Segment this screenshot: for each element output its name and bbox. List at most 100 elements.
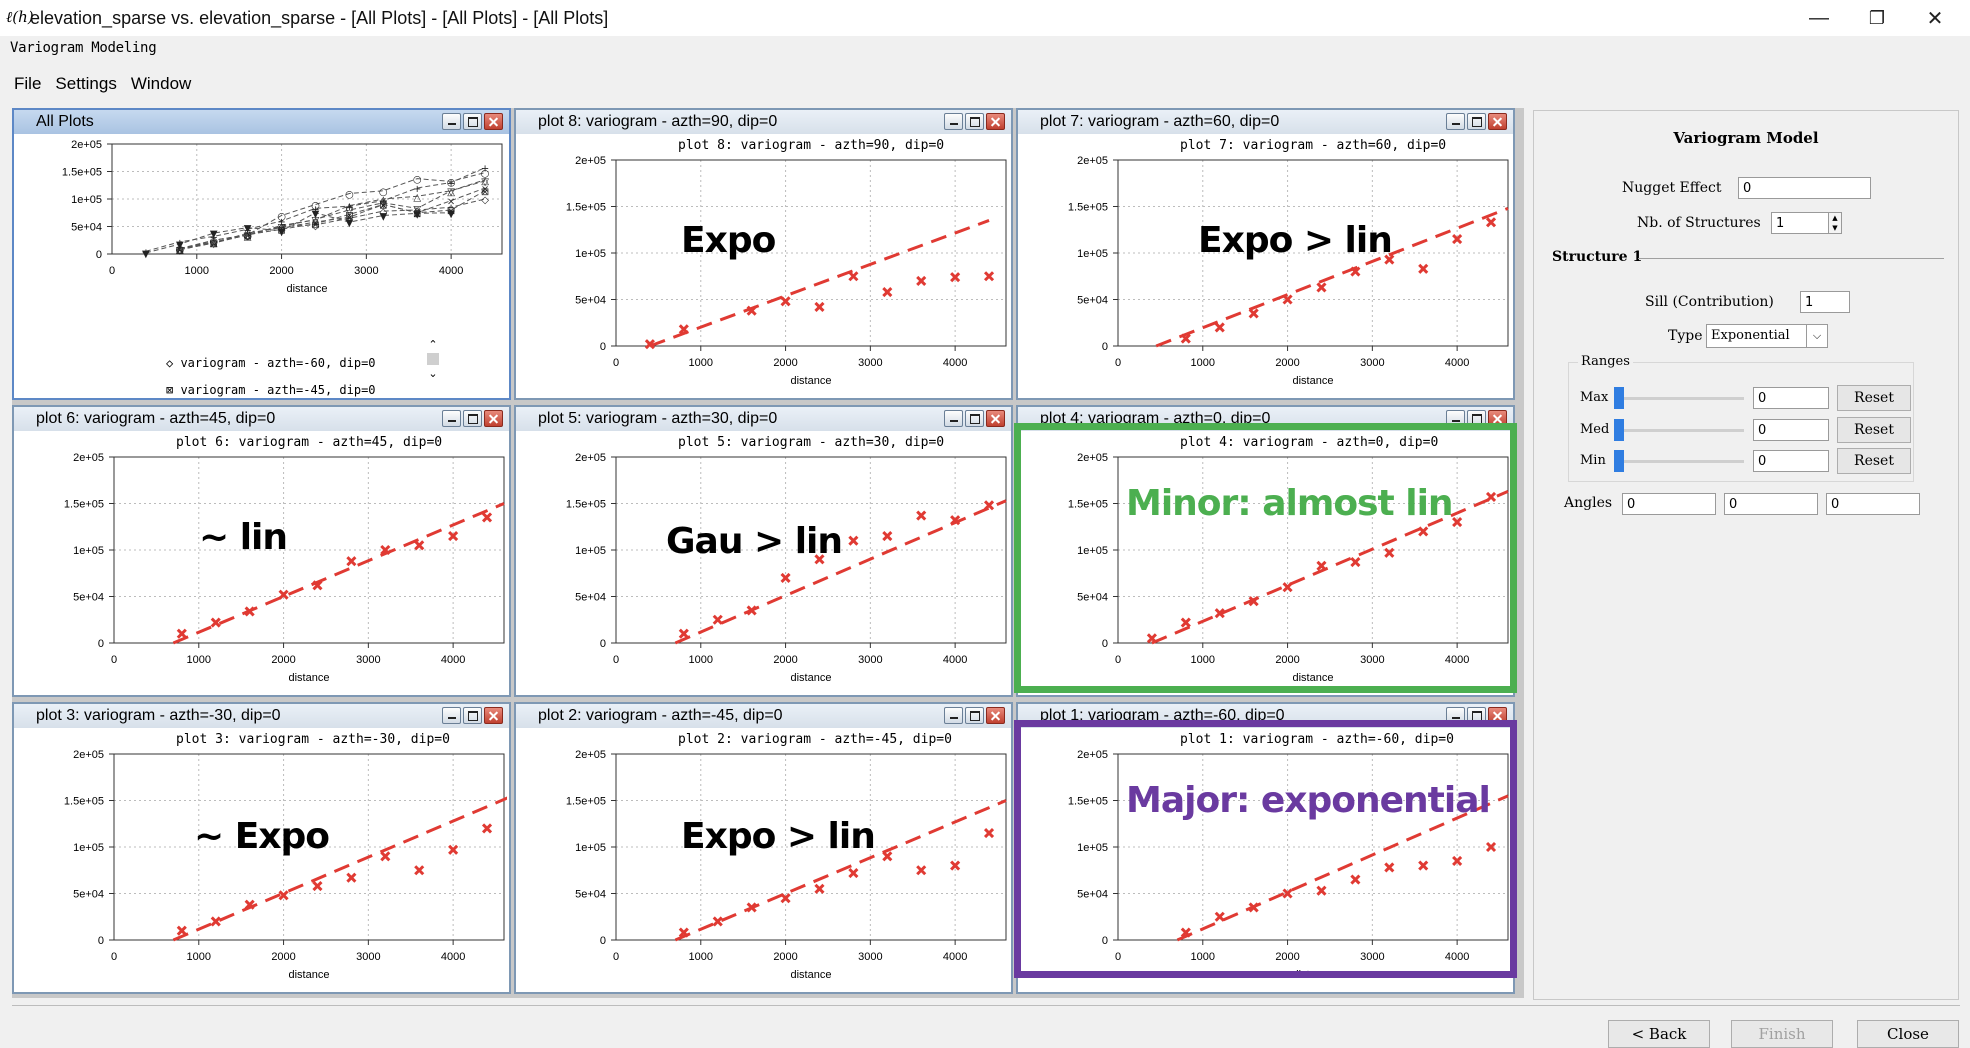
overview-marker: × [243,229,251,240]
slider-track[interactable] [1614,429,1744,432]
plot-8-window[interactable]: plot 8: variogram - azth=90, dip=0 plot 8… [514,108,1013,400]
range-max-slider[interactable] [1614,387,1744,409]
slider-track[interactable] [1614,397,1744,400]
plot-2-window[interactable]: plot 2: variogram - azth=-45, dip=0 plot … [514,702,1013,994]
range-med-slider[interactable] [1614,419,1744,441]
legend-scrollbar[interactable]: ⌃ ⌄ [425,338,441,390]
plot-window-titlebar[interactable]: plot 3: variogram - azth=-30, dip=0 [14,704,509,728]
slider-handle[interactable] [1614,387,1624,409]
plot-box [1117,753,1509,941]
x-tick-label: 2000 [773,357,797,369]
plot-close-icon[interactable] [484,707,503,724]
angle-2-input[interactable] [1724,493,1818,515]
overview-marker: × [481,184,489,195]
plot-close-icon[interactable] [986,707,1005,724]
plot-maximize-icon[interactable] [965,410,984,427]
plot-4-window[interactable]: plot 4: variogram - azth=0, dip=0 plot 4:… [1014,405,1517,697]
close-window-button[interactable]: ✕ [1926,7,1944,30]
range-max-input[interactable] [1753,387,1829,409]
slider-track[interactable] [1614,460,1744,463]
y-tick-label: 1e+05 [1077,842,1108,854]
range-min-reset-button[interactable]: Reset [1837,448,1911,474]
range-max-reset-button[interactable]: Reset [1837,385,1911,411]
minimize-button[interactable]: — [1809,6,1829,29]
slider-handle[interactable] [1614,450,1624,472]
plot-minimize-icon[interactable] [442,410,461,427]
plot-window-titlebar[interactable]: plot 7: variogram - azth=60, dip=0 [1018,110,1513,134]
plot-minimize-icon[interactable] [944,410,963,427]
close-button[interactable]: Close [1857,1020,1959,1048]
type-select[interactable]: Exponential ⌵ [1706,324,1828,348]
plot-7-window[interactable]: plot 7: variogram - azth=60, dip=0 plot 7… [1016,108,1515,400]
chart-inner-title: plot 7: variogram - azth=60, dip=0 [1180,138,1446,153]
plot-close-icon[interactable] [986,410,1005,427]
variogram-point [1316,885,1327,896]
nugget-effect-input[interactable] [1738,177,1871,199]
y-tick-label: 1e+05 [1077,545,1108,557]
range-min-slider[interactable] [1614,450,1744,472]
variogram-point [780,893,791,904]
scroll-thumb[interactable] [427,353,439,365]
plot-maximize-icon[interactable] [1467,113,1486,130]
restore-button[interactable]: ❐ [1868,7,1886,28]
chevron-down-icon[interactable]: ⌄ [428,367,438,380]
variogram-point [848,867,859,879]
plot-window-titlebar[interactable]: plot 8: variogram - azth=90, dip=0 [516,110,1011,134]
plot-box [111,143,503,255]
plot-window-titlebar[interactable]: plot 2: variogram - azth=-45, dip=0 [516,704,1011,728]
menu-settings[interactable]: Settings [55,74,117,93]
x-tick-label: 3000 [858,951,882,963]
annotation-label: Expo > lin [681,816,876,857]
plot-minimize-icon[interactable] [1446,113,1465,130]
plot-minimize-icon[interactable] [944,113,963,130]
x-tick-label: 3000 [1360,357,1384,369]
overview-marker: + [379,197,387,208]
plot-window-titlebar[interactable]: plot 6: variogram - azth=45, dip=0 [14,407,509,431]
variogram-point [678,927,689,938]
plot-minimize-icon[interactable] [442,113,461,130]
menu-window[interactable]: Window [130,74,192,93]
plot-window-titlebar[interactable]: plot 5: variogram - azth=30, dip=0 [516,407,1011,431]
plot-close-icon[interactable] [986,113,1005,130]
variogram-point [814,554,825,565]
plot-close-icon[interactable] [484,410,503,427]
chevron-up-icon[interactable]: ⌃ [428,338,438,351]
nb-structures-spin-icon[interactable]: ▲ ▼ [1829,212,1842,234]
plot-minimize-icon[interactable] [442,707,461,724]
plot-close-icon[interactable] [1488,113,1507,130]
plot-canvas: plot 6: variogram - azth=45, dip=0 0 5e+04… [16,431,507,693]
range-med-input[interactable] [1753,419,1829,441]
all-plots-window[interactable]: All Plots 0 5e+04 1e+05 1.5e+05 2e+05 1000 2000… [12,108,511,400]
model-fit-line [1155,206,1509,348]
plot-maximize-icon[interactable] [463,707,482,724]
overview-marker: ◇ [176,246,184,257]
plot-maximize-icon[interactable] [1467,707,1486,724]
plot-window-titlebar[interactable]: All Plots [14,110,509,134]
plot-maximize-icon[interactable] [965,113,984,130]
menu-file[interactable]: File [14,74,42,93]
back-button[interactable]: < Back [1608,1020,1710,1048]
plot-close-icon[interactable] [484,113,503,130]
x-axis-label: distance [287,283,328,295]
plot-maximize-icon[interactable] [463,410,482,427]
sill-input[interactable] [1800,291,1850,313]
angle-3-input[interactable] [1826,493,1920,515]
plot-6-window[interactable]: plot 6: variogram - azth=45, dip=0 plot 6… [12,405,511,697]
plot-1-window[interactable]: plot 1: variogram - azth=-60, dip=0 plot … [1014,702,1517,994]
chevron-down-icon[interactable]: ⌵ [1806,325,1827,347]
plot-maximize-icon[interactable] [965,707,984,724]
range-med-reset-button[interactable]: Reset [1837,417,1911,443]
plot-5-window[interactable]: plot 5: variogram - azth=30, dip=0 plot 5… [514,405,1013,697]
overview-marker: ○ [447,177,456,188]
finish-button[interactable]: Finish [1731,1020,1833,1048]
y-tick-label: 1e+05 [1077,248,1108,260]
plot-maximize-icon[interactable] [463,113,482,130]
ranges-label: Ranges [1578,354,1633,369]
plot-minimize-icon[interactable] [944,707,963,724]
plot-3-window[interactable]: plot 3: variogram - azth=-30, dip=0 plot … [12,702,511,994]
variogram-point [1282,888,1293,899]
range-min-input[interactable] [1753,450,1829,472]
slider-handle[interactable] [1614,419,1624,441]
angle-1-input[interactable] [1622,493,1716,515]
nb-structures-stepper[interactable] [1771,212,1829,234]
